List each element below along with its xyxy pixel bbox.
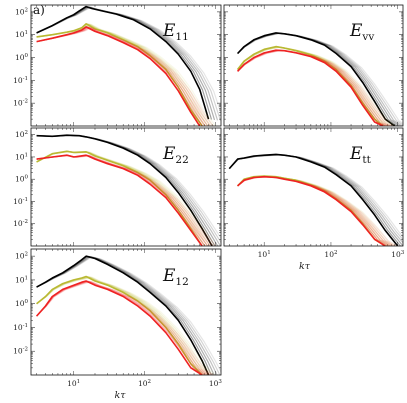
series-yellow-line [236,45,384,126]
figure-tag: a) [33,3,45,17]
y-tick-label: 101 [15,275,28,284]
series-yellow-shade [237,46,397,126]
panel-title: E11 [162,21,189,43]
series-red-shade [36,281,216,375]
y-tick-label: 102 [15,7,28,16]
x-tick-label: 101 [67,379,80,388]
series-black-line [36,255,210,375]
panel-e22: 102 101 100 10-1 10-2 E22 [13,127,222,247]
series-black-shade [237,32,401,126]
series-black-shade [228,153,402,246]
y-tick-label: 101 [15,30,28,39]
series-yellow-shade [36,23,217,126]
x-tick-label: 103 [391,250,405,259]
panel-ett: 101 102 103 Ett kτ [223,127,405,272]
y-tick-label: 100 [15,53,29,62]
panel-frame [30,4,222,127]
series-red-line [36,26,201,126]
plot-area [36,5,221,126]
series-red-line [237,175,386,246]
x-axis-label: kτ [299,261,311,272]
series-yellow-line [36,150,203,246]
y-tick-label: 101 [15,152,28,161]
panel-title: E22 [162,144,189,166]
x-tick-label: 103 [209,379,223,388]
panel-title: Evv [349,21,374,43]
x-axis-label: kτ [114,390,126,401]
y-tick-label: 100 [15,299,29,308]
series-black-shade [36,255,218,375]
y-tick-label: 10-2 [13,99,28,108]
y-tick-label: 10-1 [13,76,28,85]
plot-area [228,153,403,246]
series-red-line [237,49,384,126]
series-black-line [36,5,210,120]
plot-area [35,255,221,375]
series-red-line [35,280,203,375]
x-tick-label: 102 [324,250,337,259]
series-black-line [237,32,396,126]
y-tick-label: 10-1 [13,197,28,206]
series-red-shade [36,26,214,126]
series-yellow-shade [237,46,387,126]
series-black-line [36,134,213,246]
x-tick-label: 101 [258,250,271,259]
plot-area [236,32,403,126]
series-black-shade [237,32,403,126]
series-red-line [36,154,203,246]
series-red-shade [36,280,211,375]
series-black-shade [36,256,221,374]
panel-frame [30,127,222,247]
x-tick-label: 102 [138,379,151,388]
y-tick-label: 100 [15,175,29,184]
panel-e12: 102 101 100 10-1 10-2 101 102 103 E12 kτ [13,248,223,401]
y-tick-label: 102 [15,252,28,261]
series-black-shade [237,32,403,125]
panel-frame [223,127,404,247]
y-tick-label: 102 [15,130,28,139]
series-yellow-shade [36,276,216,375]
plot-area [36,134,221,246]
series-black-shade [36,256,221,375]
panel-evv: Evv [223,4,404,127]
series-yellow-shade [237,46,394,126]
series-black-shade [237,32,403,126]
panel-e11: 102 101 100 10-1 10-2 E11 [13,4,222,127]
series-red-shade [237,50,395,126]
series-red-shade [36,280,213,375]
series-yellow-line [36,275,203,375]
panel-title: E12 [162,266,189,288]
series-yellow-shade [36,276,214,375]
series-black-line [228,153,399,246]
series-yellow-line [36,22,203,126]
y-tick-label: 10-2 [13,347,28,356]
series-yellow-shade [36,276,211,375]
y-tick-label: 10-2 [13,219,28,228]
y-tick-label: 10-1 [13,323,28,332]
panel-title: Ett [349,144,372,166]
panel-frame [223,4,404,127]
panel-frame [30,248,222,376]
